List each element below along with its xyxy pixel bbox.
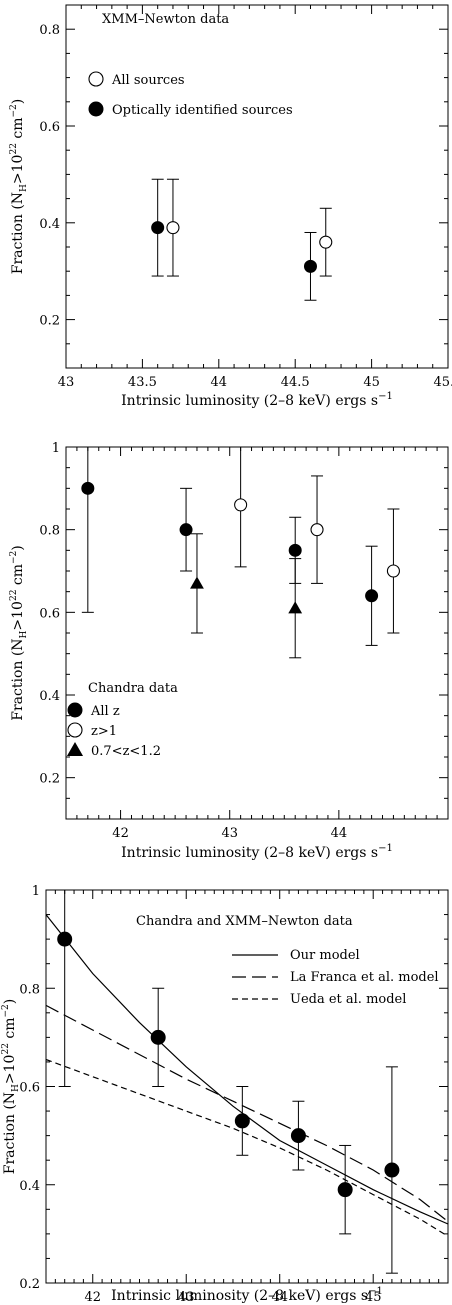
x-tick-label: 43 bbox=[178, 1290, 195, 1305]
y-tick-label: 0.4 bbox=[39, 689, 60, 704]
data-point-open-circle bbox=[319, 235, 333, 249]
x-tick-label: 44.5 bbox=[281, 375, 310, 390]
data-point-open-circle bbox=[166, 221, 180, 235]
legend-marker bbox=[88, 101, 104, 117]
y-axis-label: Fraction (NH>1022 cm−2) bbox=[9, 99, 29, 275]
x-tick-label: 44 bbox=[271, 1290, 288, 1305]
data-point bbox=[290, 1128, 306, 1144]
chart-panel-3: 42 43 44 45 0.2 0.4 0.6 0.8 1 Intrinsic luminosit… bbox=[1, 884, 449, 1305]
y-tick-label: 0.8 bbox=[39, 23, 60, 38]
x-tick-label: 42 bbox=[84, 1290, 101, 1305]
data-point bbox=[384, 1162, 400, 1178]
y-tick-label: 0.6 bbox=[39, 120, 60, 135]
x-tick-label: 44 bbox=[211, 375, 228, 390]
data-point-filled-circle bbox=[81, 481, 95, 495]
legend-marker bbox=[67, 722, 83, 738]
y-axis-label: Fraction (NH>1022 cm−2) bbox=[1, 999, 21, 1175]
legend-label: z>1 bbox=[91, 724, 117, 739]
legend-label: La Franca et al. model bbox=[290, 970, 439, 985]
chart-panel-2: 42 43 44 0.2 0.4 0.6 0.8 1 Intrinsic luminosity … bbox=[9, 441, 449, 861]
y-tick-label: 0.2 bbox=[39, 772, 60, 787]
y-tick-label: 0.2 bbox=[39, 314, 60, 329]
legend-label: All sources bbox=[111, 73, 185, 88]
data-point-filled-triangle bbox=[190, 576, 204, 589]
x-tick-label: 44 bbox=[331, 826, 348, 841]
chart-title: Chandra and XMM–Newton data bbox=[136, 914, 353, 929]
legend-marker bbox=[88, 71, 104, 87]
plot-frame bbox=[65, 4, 449, 369]
chart-title: XMM–Newton data bbox=[102, 12, 229, 27]
data-point-filled-circle bbox=[365, 589, 379, 603]
model-curve-solid bbox=[45, 914, 449, 1225]
legend-marker bbox=[66, 741, 84, 757]
data-point-filled-circle bbox=[288, 543, 302, 557]
data-point bbox=[234, 1113, 250, 1129]
model-curve-long-dash bbox=[45, 1004, 449, 1223]
error-bar bbox=[58, 889, 71, 1087]
x-axis-label: Intrinsic luminosity (2–8 keV) ergs s−1 bbox=[121, 391, 393, 409]
x-tick-label: 45 bbox=[363, 375, 380, 390]
y-tick-label: 0.6 bbox=[39, 606, 60, 621]
x-axis-label: Intrinsic luminosity (2–8 keV) ergs s−1 bbox=[111, 1286, 383, 1304]
y-tick-label: 0.2 bbox=[19, 1277, 40, 1292]
data-point bbox=[337, 1182, 353, 1198]
data-point-filled-circle bbox=[179, 523, 193, 537]
x-axis-label: Intrinsic luminosity (2–8 keV) ergs s−1 bbox=[121, 843, 393, 861]
x-tick-label: 45 bbox=[365, 1290, 382, 1305]
data-point-open-circle bbox=[386, 564, 400, 578]
x-tick-label: 42 bbox=[112, 826, 129, 841]
y-tick-label: 0.4 bbox=[19, 1179, 40, 1194]
x-tick-label: 43.5 bbox=[128, 375, 157, 390]
y-tick-label: 1 bbox=[52, 441, 60, 456]
chart-title: Chandra data bbox=[88, 681, 178, 696]
x-tick-label: 43 bbox=[221, 826, 238, 841]
legend-label: Our model bbox=[290, 948, 360, 963]
legend-label: Ueda et al. model bbox=[290, 992, 406, 1007]
legend-label: Optically identified sources bbox=[112, 103, 293, 118]
legend-marker bbox=[67, 702, 83, 718]
y-tick-label: 0.6 bbox=[19, 1081, 40, 1096]
x-tick-label: 43 bbox=[58, 375, 75, 390]
y-tick-label: 0.8 bbox=[39, 524, 60, 539]
data-point-filled-circle bbox=[151, 221, 165, 235]
chart-panel-1: 43 43.5 44 44.5 45 45.5 0.2 0.4 0.6 0.8 Intrinsic … bbox=[9, 4, 452, 409]
error-bar-filled-circle bbox=[81, 446, 94, 613]
data-point bbox=[150, 1029, 166, 1045]
model-curve-short-dash bbox=[45, 1058, 449, 1237]
data-point-filled-circle bbox=[303, 259, 317, 273]
legend-label: 0.7<z<1.2 bbox=[91, 744, 161, 759]
data-point bbox=[57, 931, 73, 947]
y-tick-label: 0.8 bbox=[19, 982, 40, 997]
y-axis-label: Fraction (NH>1022 cm−2) bbox=[9, 545, 29, 721]
data-point-filled-triangle bbox=[288, 601, 303, 614]
data-point-open-circle bbox=[234, 498, 248, 512]
y-tick-label: 0.4 bbox=[39, 217, 60, 232]
legend-label: All z bbox=[90, 704, 120, 719]
data-point-open-circle bbox=[310, 523, 324, 537]
y-tick-label: 1 bbox=[32, 884, 40, 899]
x-tick-label: 45.5 bbox=[434, 375, 452, 390]
